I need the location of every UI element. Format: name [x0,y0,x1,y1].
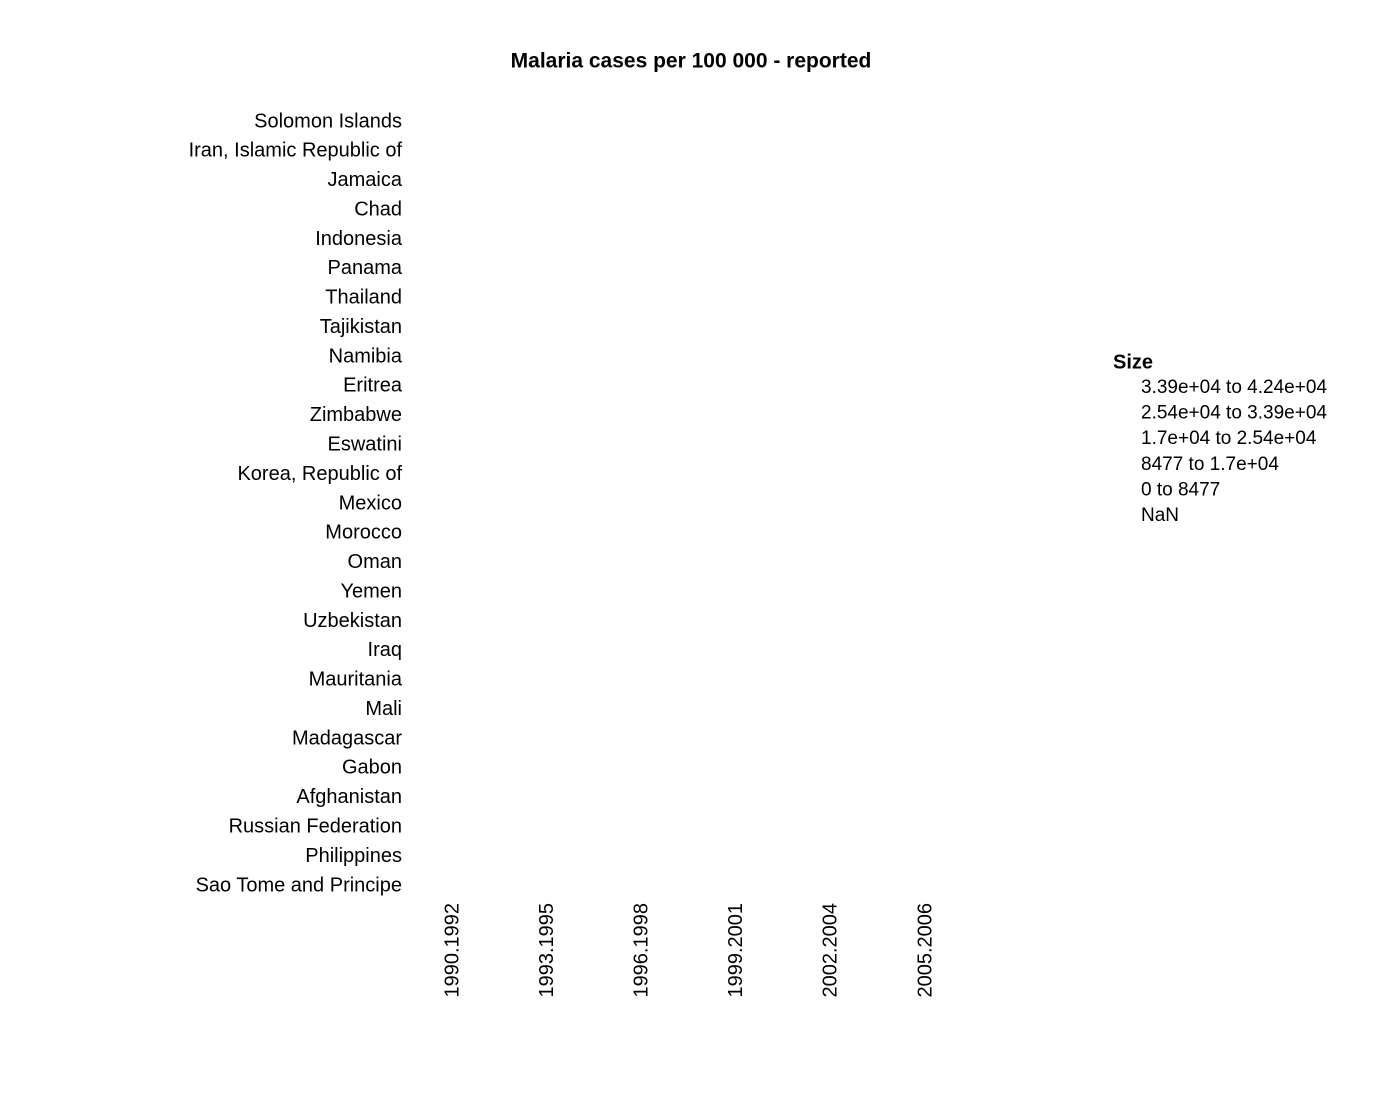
y-tick-label: Panama [328,257,403,279]
y-tick-label: Tajikistan [320,316,402,338]
legend-entry: 0 to 8477 [1141,479,1220,500]
y-tick-label: Madagascar [292,727,402,749]
chart-title: Malaria cases per 100 000 - reported [511,50,872,73]
y-tick-label: Thailand [325,287,402,309]
y-tick-label: Russian Federation [229,816,402,838]
y-tick-label: Mexico [339,492,402,514]
y-tick-label: Eswatini [328,434,402,456]
y-tick-label: Iran, Islamic Republic of [189,140,403,162]
x-tick-label: 2005.2006 [914,903,936,998]
x-tick-label: 1996.1998 [630,903,652,998]
y-tick-label: Oman [348,551,402,573]
y-tick-label: Uzbekistan [303,610,402,632]
legend-entry: 2.54e+04 to 3.39e+04 [1141,403,1327,424]
legend-title: Size [1113,351,1153,373]
y-tick-label: Jamaica [328,169,403,191]
legend-entry: 8477 to 1.7e+04 [1141,454,1279,475]
y-tick-label: Afghanistan [296,786,402,808]
y-tick-label: Eritrea [343,375,403,397]
y-tick-label: Mali [365,698,402,720]
y-tick-label: Mauritania [309,669,403,691]
x-tick-label: 1999.2001 [725,903,747,998]
legend-entry: 3.39e+04 to 4.24e+04 [1141,377,1327,398]
x-tick-label: 1993.1995 [536,903,558,998]
y-tick-label: Indonesia [315,228,403,250]
y-tick-label: Solomon Islands [254,110,402,132]
y-tick-label: Zimbabwe [310,404,402,426]
legend-entry: NaN [1141,505,1179,526]
y-tick-label: Morocco [325,522,402,544]
y-tick-label: Iraq [368,639,402,661]
y-tick-label: Namibia [329,345,403,367]
y-tick-label: Yemen [340,580,402,602]
y-tick-label: Gabon [342,757,402,779]
legend-entry: 1.7e+04 to 2.54e+04 [1141,428,1317,449]
y-tick-label: Philippines [305,845,402,867]
y-tick-label: Chad [354,198,402,220]
x-tick-label: 1990.1992 [441,903,463,998]
x-tick-label: 2002.2004 [820,903,842,998]
y-tick-label: Sao Tome and Principe [196,874,402,896]
y-tick-label: Korea, Republic of [237,463,402,485]
